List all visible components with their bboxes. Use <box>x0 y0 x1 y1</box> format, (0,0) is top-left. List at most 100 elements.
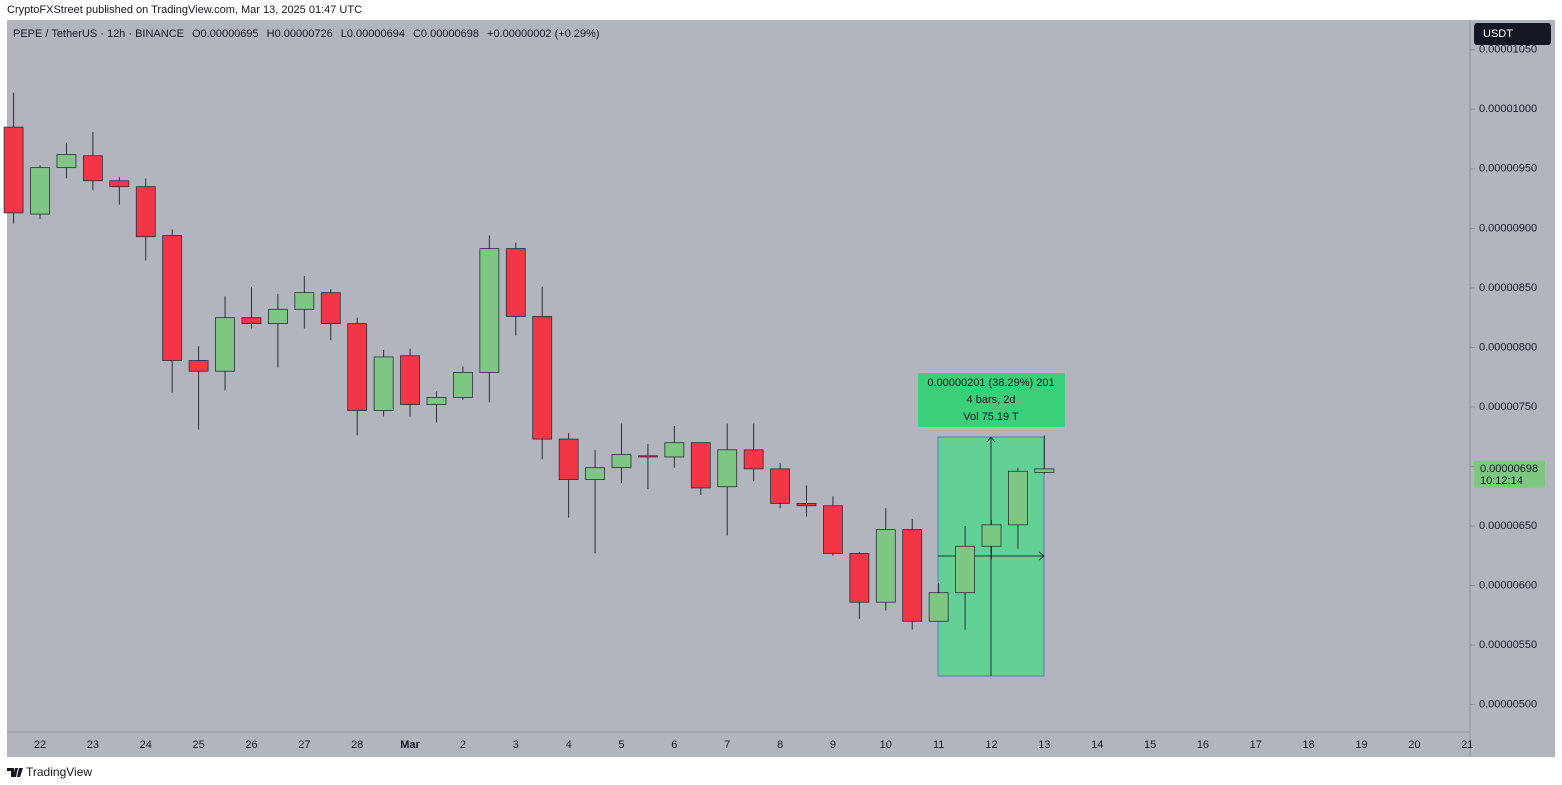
currency-button[interactable] <box>1474 23 1551 45</box>
y-tick-label: 0.00000950 <box>1479 163 1537 175</box>
x-tick-label: 10 <box>880 739 892 751</box>
last-price-tag <box>1474 460 1545 488</box>
x-tick-label: 22 <box>34 739 46 751</box>
logo-icon <box>7 768 23 777</box>
candle-body <box>743 449 764 470</box>
x-tick-label: 26 <box>245 739 257 751</box>
candle-body <box>215 317 235 372</box>
x-tick-label: 19 <box>1355 739 1367 751</box>
y-tick-label: 0.00000750 <box>1479 401 1537 413</box>
measure-label: Vol 75.19 T <box>963 411 1019 423</box>
y-tick-label: 0.00000500 <box>1479 699 1537 711</box>
candle-body <box>955 545 975 594</box>
candle-body <box>294 292 315 310</box>
measure-label: 0.00000201 (38.29%) 201 <box>927 377 1054 389</box>
x-tick-label: 16 <box>1197 739 1209 751</box>
candle-body <box>373 356 394 411</box>
y-tick-label: 0.00001050 <box>1479 44 1537 56</box>
symbol: PEPE / TetherUS · 12h · BINANCE <box>13 28 184 40</box>
candle-body <box>981 524 1002 547</box>
x-tick-label: 8 <box>777 739 783 751</box>
candle-body <box>796 502 817 507</box>
x-tick-label: 20 <box>1408 739 1420 751</box>
x-tick-label: 5 <box>618 739 624 751</box>
candle-body <box>585 467 605 480</box>
x-tick-label: 27 <box>298 739 310 751</box>
candle-body <box>267 308 288 325</box>
candle-body <box>690 442 711 489</box>
candle-body <box>664 442 685 458</box>
candle-body <box>1034 468 1055 473</box>
candle-body <box>30 167 50 215</box>
x-tick-label: 3 <box>513 739 519 751</box>
ohlc-close: C0.00000698 <box>413 28 479 40</box>
ohlc-high: H0.00000726 <box>267 28 333 40</box>
measure-arrowhead-h <box>1038 551 1045 561</box>
candle-body <box>558 438 579 480</box>
candle-body <box>135 186 156 238</box>
measure-label-box <box>918 373 1065 427</box>
candle-body <box>479 248 500 373</box>
x-tick-label: 23 <box>87 739 99 751</box>
candle-body <box>453 372 473 398</box>
candle-body <box>162 235 183 361</box>
x-tick-label: 15 <box>1144 739 1156 751</box>
x-tick-label: 9 <box>830 739 836 751</box>
y-tick-label: 0.00000600 <box>1479 579 1537 591</box>
candle-body <box>82 155 103 182</box>
candle-body <box>823 505 843 554</box>
candle-body <box>638 455 658 458</box>
candle-body <box>3 126 24 214</box>
candle-body <box>188 360 209 372</box>
last-price-label: 0.00000698 <box>1480 463 1538 475</box>
logo-text: TradingView <box>26 765 92 779</box>
x-tick-label: 28 <box>351 739 363 751</box>
tradingview-logo: TradingView <box>7 765 92 779</box>
x-tick-label: Mar <box>400 739 420 751</box>
candle-body <box>532 316 553 440</box>
x-tick-label: 18 <box>1303 739 1315 751</box>
countdown-label: 10:12:14 <box>1480 475 1523 487</box>
x-tick-label: 14 <box>1091 739 1103 751</box>
x-tick-label: 25 <box>192 739 204 751</box>
x-tick-label: 21 <box>1461 739 1473 751</box>
publisher-line: CryptoFXStreet published on TradingView.… <box>7 4 362 16</box>
candle-body <box>505 248 526 317</box>
measure-arrowhead-v <box>986 436 996 443</box>
y-tick-label: 0.00000800 <box>1479 341 1537 353</box>
candle-body <box>770 468 790 504</box>
ohlc-open: O0.00000695 <box>192 28 259 40</box>
x-tick-label: 24 <box>140 739 152 751</box>
x-tick-label: 4 <box>566 739 572 751</box>
x-tick-label: 2 <box>460 739 466 751</box>
y-tick-label: 0.00000550 <box>1479 639 1537 651</box>
y-tick-label: 0.00000900 <box>1479 222 1537 234</box>
candle-body <box>426 397 447 405</box>
candle-body <box>347 323 368 411</box>
chart-background <box>7 20 1555 757</box>
x-tick-label: 11 <box>933 739 944 751</box>
x-tick-label: 6 <box>671 739 677 751</box>
candle-body <box>902 529 923 622</box>
y-tick-label: 0.00000650 <box>1479 520 1537 532</box>
x-tick-label: 17 <box>1250 739 1262 751</box>
y-tick-label: 0.00000850 <box>1479 282 1537 294</box>
symbol-header: PEPE / TetherUS · 12h · BINANCE O0.000006… <box>13 28 600 40</box>
x-tick-label: 13 <box>1038 739 1050 751</box>
x-tick-label: 12 <box>985 739 997 751</box>
candle-body <box>849 553 870 603</box>
candle-body <box>320 292 341 325</box>
candle-body <box>241 317 262 325</box>
candle-body <box>56 154 77 169</box>
ohlc-low: L0.00000694 <box>341 28 405 40</box>
measure-label: 4 bars, 2d <box>967 394 1016 406</box>
currency-label[interactable]: USDT <box>1483 28 1513 40</box>
candle-body <box>928 592 949 622</box>
candle-body <box>611 454 632 469</box>
x-tick-label: 7 <box>724 739 730 751</box>
candle-body <box>400 355 420 405</box>
candle-body <box>109 180 130 188</box>
candle-body <box>875 529 896 603</box>
y-tick-label: 0.00001000 <box>1479 103 1537 115</box>
ohlc-change: +0.00000002 (+0.29%) <box>487 28 600 40</box>
